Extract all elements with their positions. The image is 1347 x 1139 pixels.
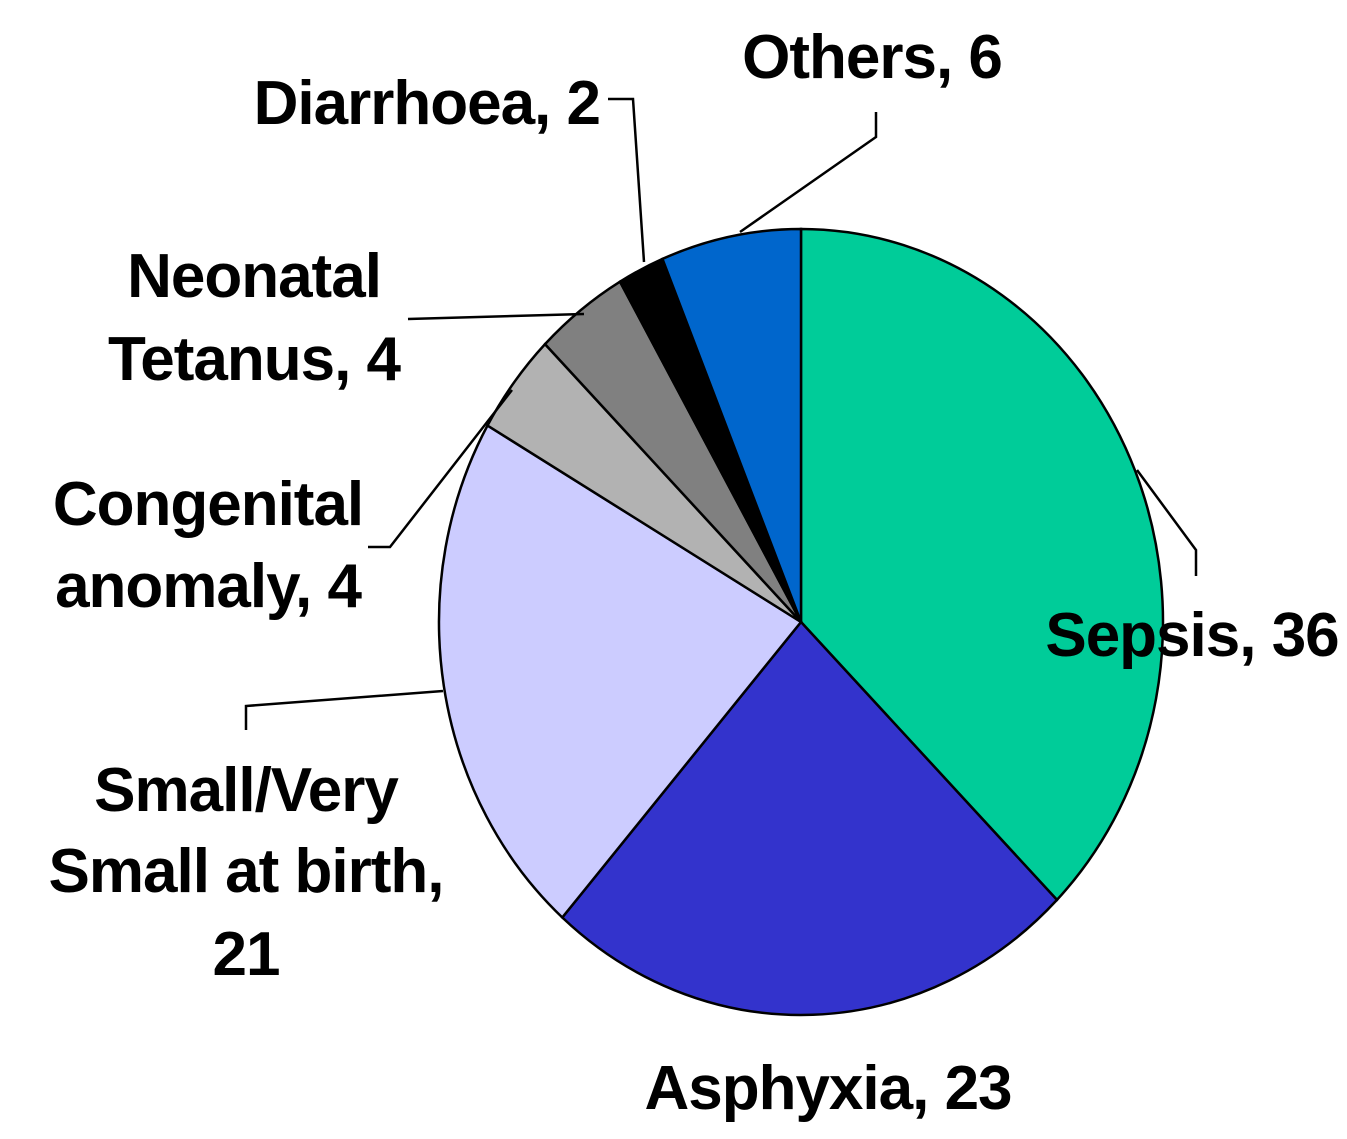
pie-slice-asphyxia [560,620,1059,1017]
pie-slice-sepsis [799,227,1165,902]
data-label-congenital-anomaly-line2: anomaly, 4 [55,552,362,621]
data-label-asphyxia: Asphyxia, 23 [644,1054,1011,1123]
data-labels: Others, 6 Diarrhoea, 2 Neonatal Tetanus,… [49,23,1340,1123]
leader-lines [244,97,1198,730]
leader-line-small-very-small [244,689,444,730]
leader-line-others [739,112,878,234]
data-label-neonatal-tetanus-line2: Tetanus, 4 [108,325,402,394]
leader-line-congenital-anomaly [368,389,513,549]
data-label-others: Others, 6 [742,23,1002,92]
data-label-small-very-small-line1: Small/Very [94,756,399,825]
data-label-small-very-small-line2: Small at birth, [49,837,444,906]
pie-slice-small-very-small-at-birth [437,423,803,920]
data-label-diarrhoea: Diarrhoea, 2 [254,69,600,138]
leader-line-neonatal-tetanus [407,312,585,321]
data-label-sepsis: Sepsis, 36 [1045,601,1338,670]
data-label-congenital-anomaly-line1: Congenital [53,470,363,539]
pie-slice-others [660,227,803,623]
data-label-small-very-small-line3: 21 [213,920,280,989]
leader-line-sepsis [1135,469,1198,576]
pie-slices [437,227,1165,1017]
data-label-neonatal-tetanus-line1: Neonatal [127,242,381,311]
leader-line-diarrhoea [608,97,646,263]
